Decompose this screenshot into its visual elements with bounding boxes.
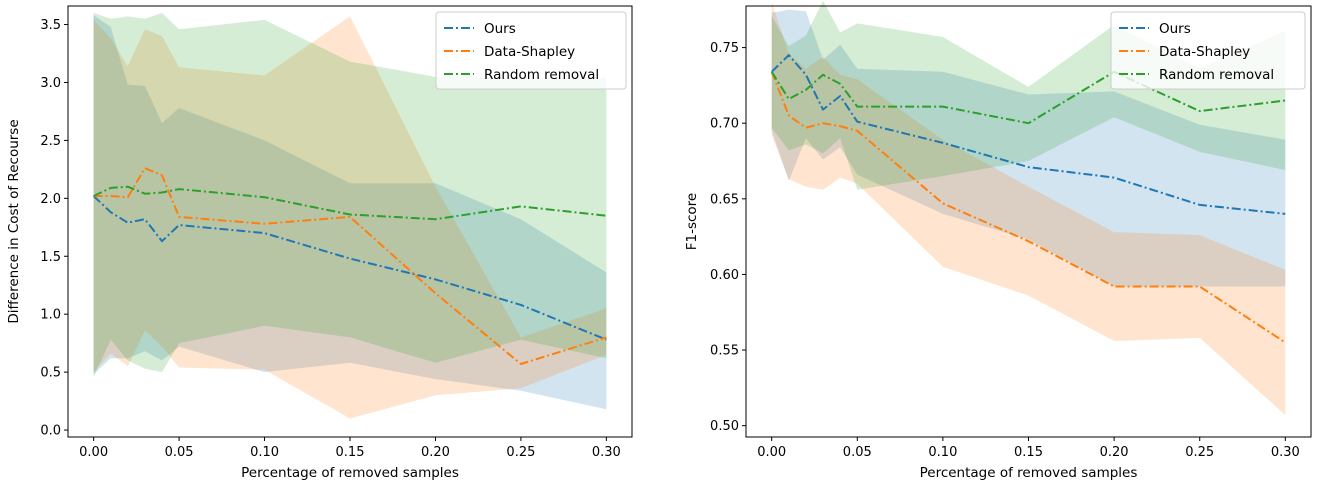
right-chart-y-tick-label: 0.50 <box>710 419 739 434</box>
right-chart-legend-label-ours: Ours <box>1159 21 1191 37</box>
right-chart-x-axis-label: Percentage of removed samples <box>920 465 1138 481</box>
left-chart-legend-label-ours: Ours <box>484 21 516 37</box>
right-chart-x-tick-label: 0.25 <box>1185 445 1214 460</box>
left-chart-y-tick-label: 3.5 <box>40 18 61 33</box>
right-chart-x-tick-label: 0.05 <box>843 445 872 460</box>
left-chart-y-tick-label: 0.5 <box>40 366 61 381</box>
left-chart-y-tick-label: 0.0 <box>40 424 61 439</box>
left-chart-y-ticks: 0.0 0.5 1.0 1.5 2.0 2.5 3.0 3.5 <box>40 18 68 439</box>
left-chart-y-tick-label: 3.0 <box>40 76 61 91</box>
right-chart-x-tick-label: 0.30 <box>1271 445 1300 460</box>
right-chart-x-tick-label: 0.00 <box>757 445 786 460</box>
left-chart-panel: 0.00 0.05 0.10 0.15 0.20 0.25 0.30 0.0 0.5 1.0 1.… <box>6 5 633 481</box>
left-chart-band-random-removal <box>93 13 607 377</box>
left-chart-y-tick-label: 1.5 <box>40 250 61 265</box>
right-chart-line-data-shapley <box>770 71 1286 344</box>
left-chart-legend: Ours Data-Shapley Random removal <box>435 11 627 90</box>
left-chart-y-axis-label: Difference in Cost of Recourse <box>6 119 22 323</box>
right-chart-x-ticks: 0.00 0.05 0.10 0.15 0.20 0.25 0.30 <box>757 437 1300 460</box>
left-chart-x-tick-label: 0.25 <box>506 445 535 460</box>
left-chart-y-tick-label: 2.0 <box>40 192 61 207</box>
right-chart-y-tick-label: 0.60 <box>710 268 739 283</box>
left-chart-x-tick-label: 0.05 <box>165 445 194 460</box>
right-chart-y-axis-label: F1-score <box>684 193 700 251</box>
right-chart-band-ours <box>771 9 1286 287</box>
right-chart-y-tick-label: 0.70 <box>710 117 739 132</box>
right-chart-band-data-shapley <box>771 2 1286 416</box>
right-chart-y-ticks: 0.50 0.55 0.60 0.65 0.70 0.75 <box>710 41 746 434</box>
right-chart-y-tick-label: 0.55 <box>710 344 739 359</box>
left-chart-band-ours <box>93 15 607 410</box>
left-chart-line-data-shapley <box>93 167 607 365</box>
left-chart-legend-label-random-removal: Random removal <box>484 67 599 83</box>
left-chart-line-random-removal <box>93 185 607 221</box>
left-chart-x-ticks: 0.00 0.05 0.10 0.15 0.20 0.25 0.30 <box>79 437 621 460</box>
right-chart-x-tick-label: 0.15 <box>1014 445 1043 460</box>
left-chart-legend-label-data-shapley: Data-Shapley <box>484 44 575 60</box>
right-chart-y-tick-label: 0.65 <box>710 192 739 207</box>
right-chart-x-tick-label: 0.20 <box>1100 445 1129 460</box>
right-chart-x-tick-label: 0.10 <box>928 445 957 460</box>
left-chart-x-tick-label: 0.00 <box>79 445 108 460</box>
left-chart-x-tick-label: 0.15 <box>336 445 365 460</box>
right-chart-y-tick-label: 0.75 <box>710 41 739 56</box>
left-chart-line-ours <box>92 195 607 341</box>
right-chart-legend-label-data-shapley: Data-Shapley <box>1159 44 1250 60</box>
left-chart-x-axis-label: Percentage of removed samples <box>241 465 459 481</box>
left-chart-series-lines <box>92 167 607 365</box>
left-chart-x-tick-label: 0.10 <box>250 445 279 460</box>
left-chart-x-tick-label: 0.30 <box>592 445 621 460</box>
left-chart-y-tick-label: 2.5 <box>40 134 61 149</box>
left-chart-y-tick-label: 1.0 <box>40 308 61 323</box>
right-chart-legend: Ours Data-Shapley Random removal <box>1110 11 1306 90</box>
right-chart-legend-label-random-removal: Random removal <box>1159 67 1274 83</box>
left-chart-legend-box <box>435 11 627 90</box>
right-chart-legend-box <box>1110 11 1306 90</box>
right-chart-line-ours <box>771 54 1286 215</box>
left-chart-x-tick-label: 0.20 <box>421 445 450 460</box>
right-chart-panel: 0.00 0.05 0.10 0.15 0.20 0.25 0.30 0.50 0.55 0.6… <box>684 0 1312 481</box>
